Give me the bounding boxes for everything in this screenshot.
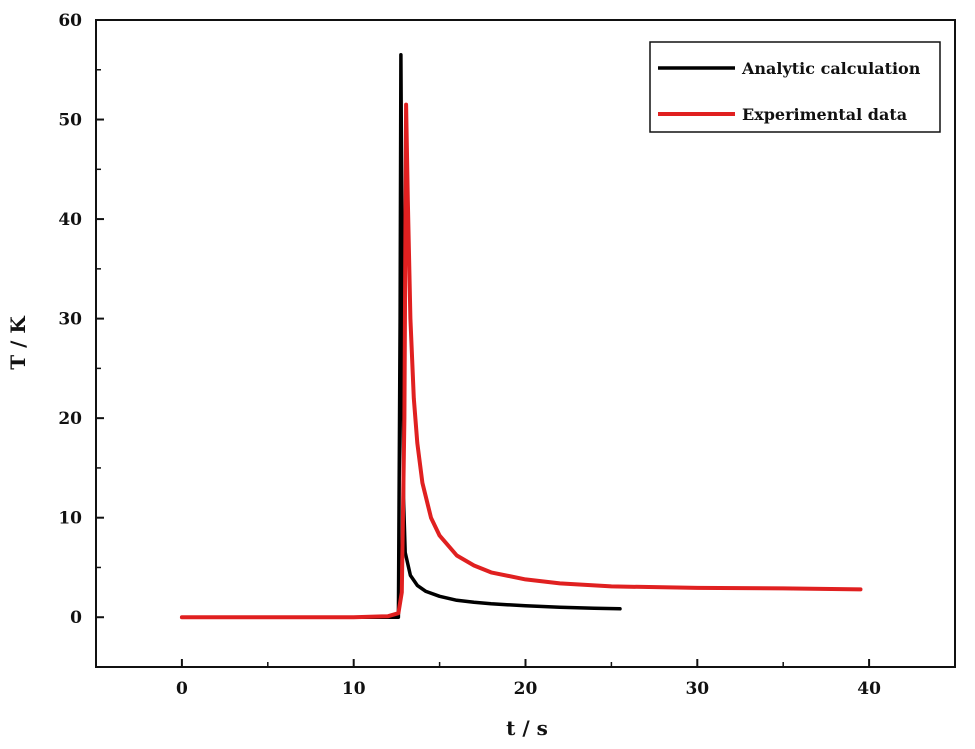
series-layer <box>179 53 863 620</box>
y-axis-label: T / K <box>6 316 30 370</box>
legend-label-analytic-calculation: Analytic calculation <box>741 59 921 78</box>
x-tick-label: 20 <box>514 679 538 699</box>
legend-label-experimental-data: Experimental data <box>742 105 907 124</box>
y-tick-label: 0 <box>70 608 82 628</box>
y-tick-label: 50 <box>58 111 82 131</box>
y-tick-label: 40 <box>58 210 82 230</box>
x-tick-label: 30 <box>685 679 709 699</box>
x-tick-label: 0 <box>176 679 188 699</box>
y-tick-label: 60 <box>58 11 82 31</box>
x-tick-label: 40 <box>857 679 881 699</box>
series-line-analytic-calculation <box>180 53 622 619</box>
legend: Analytic calculation Experimental data <box>649 41 941 133</box>
x-axis-label: t / s <box>506 716 548 740</box>
y-tick-label: 30 <box>58 310 82 330</box>
y-tick-label: 10 <box>58 509 82 529</box>
legend-box <box>649 41 941 133</box>
series-line-experimental-data <box>179 102 863 620</box>
tick-labels: 0 10 20 30 40 0 10 20 30 40 50 60 <box>58 11 881 699</box>
y-tick-label: 20 <box>58 409 82 429</box>
axis-ticks <box>95 19 956 668</box>
x-tick-label: 10 <box>342 679 366 699</box>
